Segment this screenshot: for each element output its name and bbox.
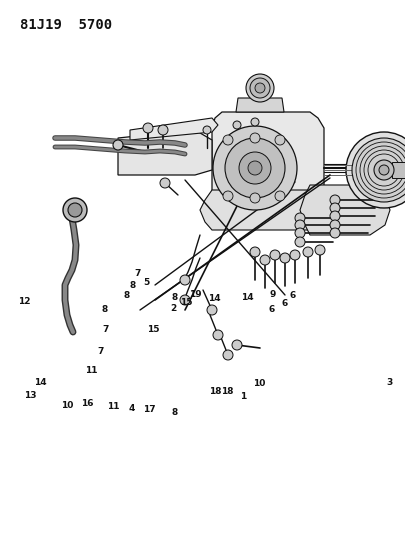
Circle shape	[329, 211, 339, 221]
Circle shape	[294, 228, 304, 238]
Circle shape	[63, 198, 87, 222]
Circle shape	[179, 295, 190, 305]
Circle shape	[279, 253, 289, 263]
Circle shape	[222, 135, 232, 145]
Text: 15: 15	[147, 325, 159, 334]
Circle shape	[113, 140, 123, 150]
Circle shape	[345, 132, 405, 208]
Circle shape	[202, 126, 211, 134]
Circle shape	[294, 237, 304, 247]
Circle shape	[269, 250, 279, 260]
Text: 2: 2	[170, 304, 176, 312]
Text: 10: 10	[61, 401, 73, 409]
Text: 7: 7	[102, 325, 109, 334]
Circle shape	[213, 330, 222, 340]
Text: 8: 8	[123, 291, 130, 300]
Circle shape	[289, 250, 299, 260]
Text: 8: 8	[171, 408, 177, 417]
Circle shape	[373, 160, 393, 180]
Circle shape	[222, 191, 232, 201]
Circle shape	[247, 161, 261, 175]
Circle shape	[245, 74, 273, 102]
Circle shape	[329, 220, 339, 230]
Circle shape	[224, 138, 284, 198]
Text: 14: 14	[241, 293, 254, 302]
Circle shape	[250, 118, 258, 126]
Text: 19: 19	[188, 290, 201, 299]
Text: 8: 8	[171, 293, 177, 302]
Text: 6: 6	[267, 305, 274, 313]
Circle shape	[231, 340, 241, 350]
Polygon shape	[391, 162, 405, 178]
Circle shape	[222, 350, 232, 360]
Circle shape	[68, 203, 82, 217]
Text: 11: 11	[107, 402, 119, 411]
Text: 4: 4	[128, 405, 135, 413]
Text: 16: 16	[81, 399, 93, 408]
Circle shape	[158, 125, 168, 135]
Circle shape	[160, 178, 170, 188]
Text: 1: 1	[239, 392, 245, 400]
Text: 13: 13	[24, 391, 36, 400]
Circle shape	[249, 133, 259, 143]
Circle shape	[274, 135, 284, 145]
Text: 6: 6	[280, 300, 287, 308]
Text: 14: 14	[207, 294, 220, 303]
Circle shape	[207, 305, 216, 315]
Text: 15: 15	[180, 298, 192, 307]
Circle shape	[239, 152, 270, 184]
Circle shape	[294, 220, 304, 230]
Circle shape	[329, 195, 339, 205]
Circle shape	[294, 213, 304, 223]
Polygon shape	[235, 98, 284, 112]
Polygon shape	[200, 190, 359, 230]
Circle shape	[179, 275, 190, 285]
Text: 11: 11	[85, 366, 97, 375]
Polygon shape	[299, 185, 389, 235]
Circle shape	[351, 138, 405, 202]
Polygon shape	[211, 112, 323, 218]
Text: 5: 5	[143, 278, 149, 287]
Polygon shape	[130, 118, 217, 140]
Text: 6: 6	[288, 292, 295, 300]
Circle shape	[249, 78, 269, 98]
Text: 18: 18	[209, 387, 221, 396]
Text: 18: 18	[221, 387, 233, 396]
Text: 7: 7	[97, 347, 104, 356]
Circle shape	[249, 193, 259, 203]
Circle shape	[329, 203, 339, 213]
Circle shape	[232, 121, 241, 129]
Circle shape	[249, 247, 259, 257]
Text: 7: 7	[134, 270, 140, 278]
Circle shape	[213, 126, 296, 210]
Text: 8: 8	[129, 281, 135, 289]
Polygon shape	[118, 130, 211, 175]
Circle shape	[302, 247, 312, 257]
Circle shape	[259, 255, 269, 265]
Text: 81J19  5700: 81J19 5700	[20, 18, 112, 32]
Circle shape	[254, 83, 264, 93]
Text: 3: 3	[386, 378, 392, 387]
Circle shape	[143, 123, 153, 133]
Text: 8: 8	[101, 305, 108, 314]
Text: 9: 9	[269, 290, 275, 299]
Text: 17: 17	[143, 405, 156, 414]
Circle shape	[274, 191, 284, 201]
Circle shape	[314, 245, 324, 255]
Text: 10: 10	[252, 379, 264, 388]
Circle shape	[378, 165, 388, 175]
Circle shape	[329, 228, 339, 238]
Text: 12: 12	[18, 297, 30, 305]
Text: 14: 14	[34, 378, 47, 386]
